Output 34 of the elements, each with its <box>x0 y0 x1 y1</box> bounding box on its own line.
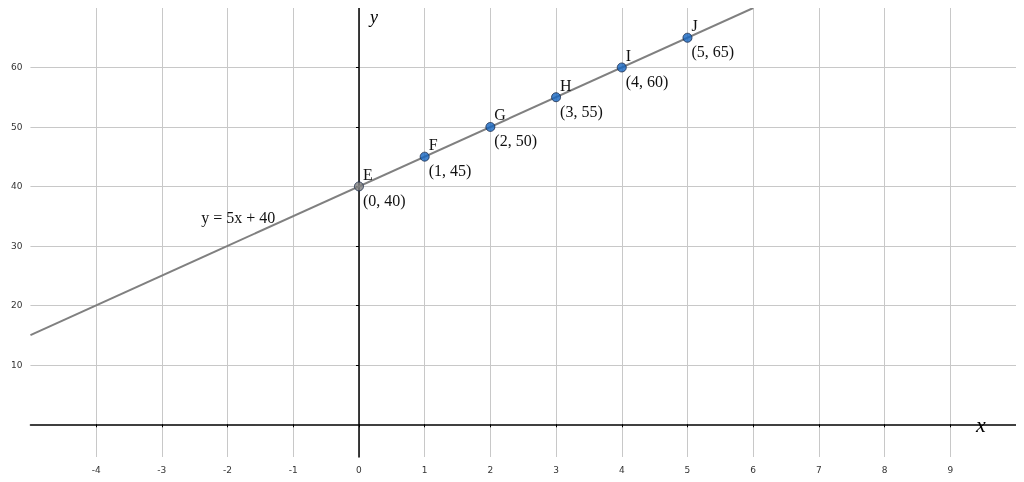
y-tick-label: 40 <box>11 181 23 192</box>
annotation: (1, 45) <box>428 162 472 181</box>
x-tick-label: -4 <box>91 464 101 475</box>
y-tick-label: 60 <box>11 62 23 73</box>
annotation: y = 5x + 40 <box>201 209 276 228</box>
x-tick-label: 1 <box>421 464 428 475</box>
x-tick-label: 2 <box>487 464 494 475</box>
x-tick-label: 0 <box>356 464 363 475</box>
y-tick-label: 10 <box>11 359 23 370</box>
y-axis-title: y <box>367 7 378 27</box>
y-tick-label: 30 <box>11 240 23 251</box>
annotation: F <box>428 136 438 154</box>
y-tick-label: 20 <box>11 300 23 311</box>
x-tick-label: -3 <box>157 464 167 475</box>
annotation: J <box>691 17 698 35</box>
x-tick-label: 6 <box>750 464 757 475</box>
y-tick-label: 50 <box>11 121 23 132</box>
annotation: H <box>560 76 573 94</box>
annotation: (3, 55) <box>560 102 603 121</box>
x-tick-label: -2 <box>223 464 233 475</box>
annotation: I <box>625 46 632 64</box>
x-tick-label: 8 <box>881 464 888 475</box>
annotation: E <box>362 165 373 183</box>
annotation: (2, 50) <box>494 132 538 151</box>
annotation: (4, 60) <box>625 72 669 91</box>
annotation: (5, 65) <box>691 43 735 62</box>
x-tick-label: 7 <box>816 464 822 475</box>
x-tick-label: 9 <box>947 464 954 475</box>
x-tick-label: 5 <box>684 464 691 475</box>
annotation: G <box>494 106 507 124</box>
annotation: (0, 40) <box>362 191 406 210</box>
x-tick-label: 4 <box>618 464 625 475</box>
x-tick-label: -1 <box>288 464 298 475</box>
x-tick-label: 3 <box>553 464 559 475</box>
